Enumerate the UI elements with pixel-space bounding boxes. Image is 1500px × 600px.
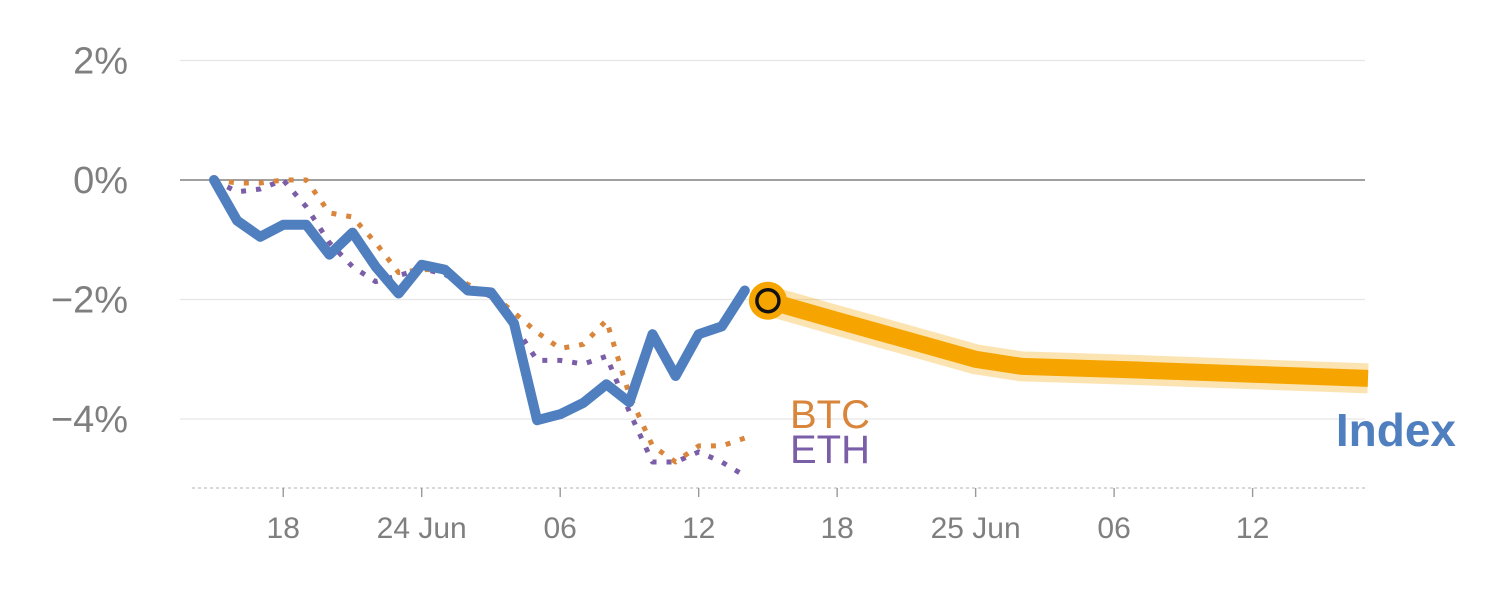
current-marker-dot xyxy=(755,287,781,314)
eth-series-line xyxy=(212,177,747,478)
btc-label: BTC xyxy=(790,393,870,437)
y-axis: 2% 0% −2% −4% xyxy=(51,41,128,442)
x-tick-label: 18 xyxy=(820,512,853,545)
x-tick-label: 06 xyxy=(544,512,577,545)
y-tick-label: 2% xyxy=(73,41,128,83)
label-layer: BTC ETH Index xyxy=(790,393,1456,472)
x-axis: 18 24 Jun 06 12 18 25 Jun 06 12 xyxy=(267,488,1269,545)
y-tick-label: 0% xyxy=(73,160,128,202)
series-layer xyxy=(209,175,1369,478)
index-series-line xyxy=(209,175,750,426)
x-tick-label: 06 xyxy=(1097,512,1130,545)
x-tick-label: 12 xyxy=(682,512,715,545)
index-label: Index xyxy=(1336,404,1457,456)
x-tick-label: 24 Jun xyxy=(377,512,467,545)
forecast-band-line xyxy=(765,292,1369,387)
y-tick-label: −2% xyxy=(51,280,128,322)
x-tick-label: 12 xyxy=(1236,512,1269,545)
x-tick-label: 25 Jun xyxy=(931,512,1021,545)
grid-layer xyxy=(180,59,1365,489)
eth-label: ETH xyxy=(790,428,870,472)
y-tick-label: −4% xyxy=(51,399,128,441)
x-tick-label: 18 xyxy=(267,512,300,545)
